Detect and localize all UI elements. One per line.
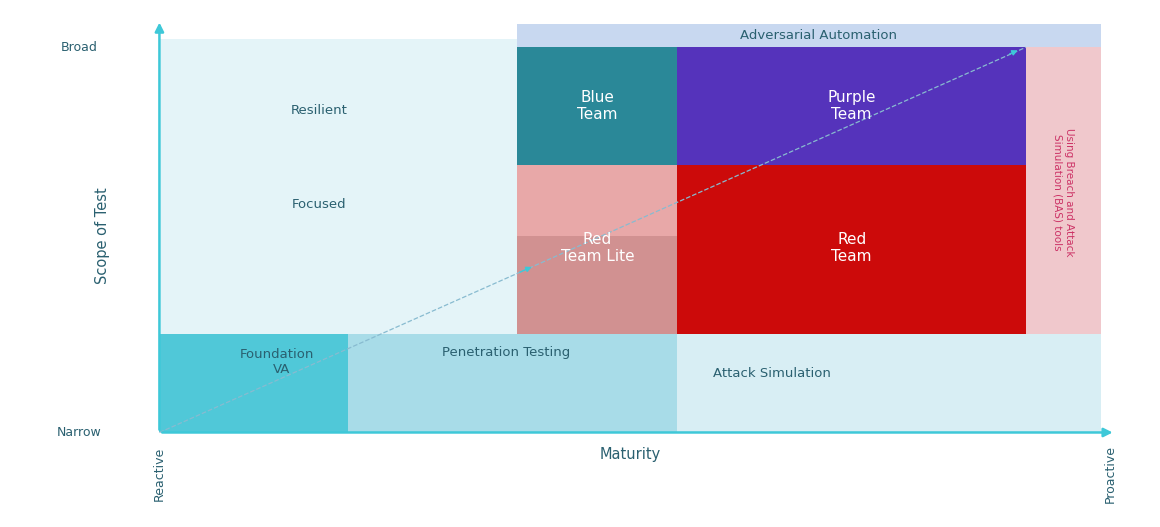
Text: Red
Team Lite: Red Team Lite <box>560 231 635 264</box>
Text: Penetration Testing: Penetration Testing <box>442 346 571 359</box>
Bar <box>517 165 677 334</box>
Bar <box>517 24 1101 47</box>
Text: Reactive: Reactive <box>153 447 166 501</box>
Text: Purple
Team: Purple Team <box>827 90 876 122</box>
Text: Proactive: Proactive <box>1104 445 1117 503</box>
Text: Broad: Broad <box>61 41 97 54</box>
Bar <box>517 236 677 334</box>
Bar <box>1025 47 1101 334</box>
Bar <box>677 334 1101 433</box>
Text: Attack Simulation: Attack Simulation <box>712 367 831 380</box>
Text: Using Breach and Attack
Simulation (BAS) tools: Using Breach and Attack Simulation (BAS)… <box>1053 129 1074 257</box>
Bar <box>517 47 677 165</box>
Bar <box>677 47 1025 165</box>
Text: Resilient: Resilient <box>291 104 348 116</box>
Bar <box>677 165 1025 334</box>
Text: Scope of Test: Scope of Test <box>95 188 110 284</box>
Text: Red
Team: Red Team <box>832 231 872 264</box>
Text: Focused: Focused <box>292 198 347 211</box>
Bar <box>159 334 348 433</box>
Text: Maturity: Maturity <box>600 446 661 462</box>
Text: Adversarial Automation: Adversarial Automation <box>740 29 897 42</box>
Text: VA: VA <box>274 363 290 376</box>
Text: Blue
Team: Blue Team <box>578 90 617 122</box>
Text: Foundation: Foundation <box>239 348 314 361</box>
Text: Narrow: Narrow <box>57 426 102 439</box>
Bar <box>159 40 1101 433</box>
Bar <box>348 334 677 433</box>
